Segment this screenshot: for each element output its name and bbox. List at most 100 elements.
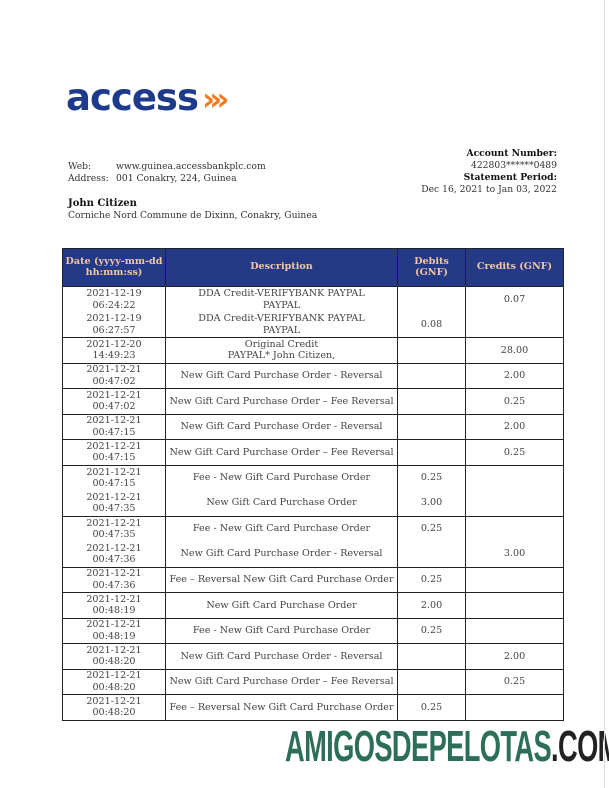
description-line2: PAYPAL* John Citizen, — [227, 350, 336, 362]
debit-cell: 0.25 — [397, 464, 466, 491]
description-cell: New Gift Card Purchase Order — [165, 592, 398, 618]
date-cell: 2021-12-21 00:47:35 — [62, 515, 166, 542]
account-number: 422803******0489 — [470, 160, 557, 171]
date-cell: 2021-12-19 06:27:57 — [62, 312, 166, 338]
table-row: 2021-12-21 00:48:19 Fee - New Gift Card P… — [62, 617, 564, 644]
col-description: Description — [165, 248, 398, 287]
address-value: 001 Conakry, 224, Guinea — [116, 173, 237, 184]
description: New Gift Card Purchase Order - Reversal — [180, 421, 383, 432]
time: 00:47:36 — [92, 579, 136, 591]
date: 2021-12-21 — [86, 542, 142, 554]
date: 2021-12-21 — [86, 568, 142, 580]
table-row: 2021-12-19 06:27:57 DDA Credit-VERIFYBANK… — [62, 312, 564, 338]
date: 2021-12-21 — [86, 695, 142, 707]
credit-cell: 2.00 — [465, 413, 564, 440]
time: 00:47:02 — [92, 401, 136, 413]
credit-cell: 2.00 — [465, 362, 564, 389]
time: 00:48:19 — [92, 630, 136, 642]
date: 2021-12-21 — [86, 593, 142, 605]
credit-cell — [465, 490, 564, 516]
description: New Gift Card Purchase Order – Fee Rever… — [169, 395, 394, 407]
time: 00:47:35 — [92, 529, 136, 540]
logo-text: access — [66, 76, 199, 119]
credit-cell — [465, 694, 564, 721]
date-cell: 2021-12-21 00:47:02 — [62, 362, 166, 389]
description-cell: Fee – Reversal New Gift Card Purchase Or… — [165, 694, 398, 721]
description: Fee – Reversal New Gift Card Purchase Or… — [169, 701, 394, 713]
description: New Gift Card Purchase Order – Fee Rever… — [169, 676, 394, 687]
description-line2: PAYPAL — [262, 324, 301, 336]
description-cell: Original Credit PAYPAL* John Citizen, — [165, 337, 398, 363]
debit-cell — [397, 668, 466, 695]
date-cell: 2021-12-20 14:49:23 — [62, 337, 166, 363]
debit-cell — [397, 337, 466, 363]
debit-cell — [397, 413, 466, 440]
description-cell: Fee – Reversal New Gift Card Purchase Or… — [165, 566, 398, 593]
date-cell: 2021-12-21 00:47:36 — [62, 541, 166, 567]
credit-cell: 0.07 — [465, 286, 564, 312]
credit-cell: 0.25 — [465, 388, 564, 414]
date: 2021-12-21 — [86, 644, 142, 656]
debit-cell: 3.00 — [397, 490, 466, 516]
description: New Gift Card Purchase Order - Reversal — [180, 370, 383, 381]
description-line2: PAYPAL — [262, 299, 301, 311]
watermark-tld: .COM — [551, 722, 609, 771]
debit-cell — [397, 286, 466, 312]
account-info: Account Number: 422803******0489 Stateme… — [421, 148, 557, 196]
customer-info: John Citizen Corniche Nord Commune de Di… — [68, 198, 317, 222]
table-row: 2021-12-21 00:48:19 New Gift Card Purchas… — [62, 592, 564, 618]
credit-cell: 2.00 — [465, 643, 564, 669]
debit-cell: 0.08 — [397, 312, 466, 338]
date: 2021-12-21 — [86, 389, 142, 401]
credit-cell — [465, 617, 564, 644]
date-cell: 2021-12-21 00:47:15 — [62, 439, 166, 465]
description: Fee - New Gift Card Purchase Order — [192, 523, 371, 535]
page-edge — [604, 0, 605, 788]
table-row: 2021-12-21 00:48:20 Fee – Reversal New Gi… — [62, 694, 564, 721]
description: DDA Credit-VERIFYBANK PAYPAL — [198, 313, 365, 324]
description-cell: New Gift Card Purchase Order — [165, 490, 398, 516]
debit-cell: 0.25 — [397, 617, 466, 644]
logo-arrows-icon: ››› — [201, 80, 229, 118]
time: 00:47:35 — [92, 503, 136, 514]
table-row: 2021-12-21 00:47:15 New Gift Card Purchas… — [62, 439, 564, 465]
credit-cell: 0.25 — [465, 439, 564, 465]
description: Fee – Reversal New Gift Card Purchase Or… — [169, 574, 394, 585]
time: 00:48:20 — [92, 707, 136, 719]
debit-cell: 2.00 — [397, 592, 466, 618]
time: 00:47:15 — [92, 478, 136, 489]
table-row: 2021-12-21 00:47:35 New Gift Card Purchas… — [62, 490, 564, 516]
transactions-table: Date (yyyy-mm-dd hh:mm:ss) Description D… — [62, 248, 564, 721]
access-logo: access ››› — [66, 76, 229, 119]
date-cell: 2021-12-21 00:47:15 — [62, 413, 166, 440]
date-cell: 2021-12-21 00:48:20 — [62, 694, 166, 721]
description-cell: DDA Credit-VERIFYBANK PAYPAL PAYPAL — [165, 286, 398, 312]
description-cell: New Gift Card Purchase Order - Reversal — [165, 362, 398, 389]
debit-cell — [397, 541, 466, 567]
table-row: 2021-12-20 14:49:23 Original Credit PAYPAL… — [62, 337, 564, 363]
credit-cell — [465, 566, 564, 593]
date-cell: 2021-12-19 06:24:22 — [62, 286, 166, 312]
bank-info: Web: www.guinea.accessbankplc.com Address… — [68, 161, 266, 185]
credit-cell — [465, 464, 564, 491]
description-cell: Fee - New Gift Card Purchase Order — [165, 515, 398, 542]
col-debits: Debits (GNF) — [397, 248, 466, 287]
statement-period-label: Statement Period: — [463, 172, 557, 183]
table-row: 2021-12-21 00:47:15 New Gift Card Purchas… — [62, 413, 564, 440]
web-label: Web: — [68, 161, 92, 172]
table-row: 2021-12-21 00:47:35 Fee - New Gift Card P… — [62, 515, 564, 542]
table-row: 2021-12-21 00:47:02 New Gift Card Purchas… — [62, 362, 564, 389]
time: 00:48:19 — [92, 605, 136, 617]
table-row: 2021-12-21 00:48:20 New Gift Card Purchas… — [62, 668, 564, 695]
time: 14:49:23 — [92, 350, 136, 362]
date: 2021-12-19 — [86, 313, 142, 324]
time: 00:48:20 — [92, 656, 136, 668]
description: New Gift Card Purchase Order — [206, 599, 357, 611]
date-cell: 2021-12-21 00:48:20 — [62, 668, 166, 695]
description: New Gift Card Purchase Order - Reversal — [180, 650, 383, 662]
date-cell: 2021-12-21 00:47:15 — [62, 464, 166, 491]
debit-cell — [397, 388, 466, 414]
table-row: 2021-12-21 00:47:15 Fee - New Gift Card P… — [62, 464, 564, 491]
date-cell: 2021-12-21 00:48:20 — [62, 643, 166, 669]
date: 2021-12-19 — [86, 288, 142, 299]
